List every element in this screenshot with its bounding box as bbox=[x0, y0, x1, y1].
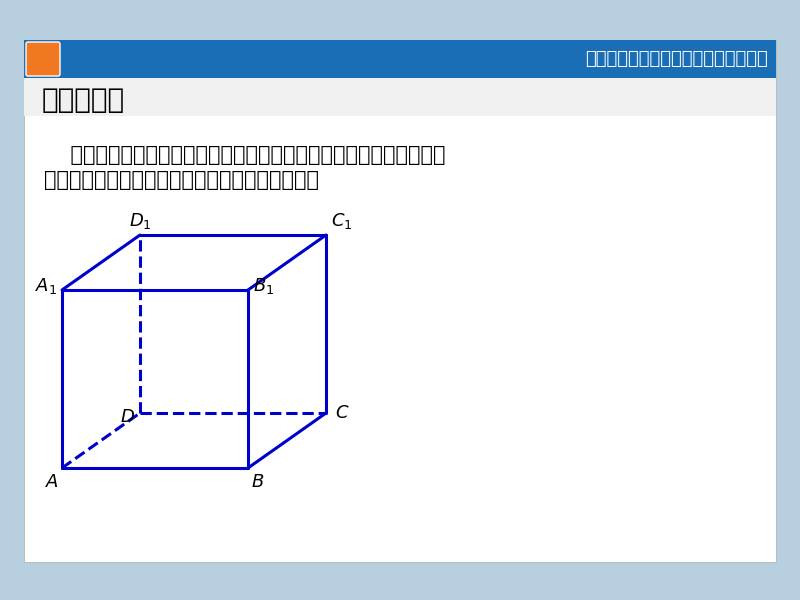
Bar bbox=[24, 78, 776, 116]
Text: $D_1$: $D_1$ bbox=[129, 211, 151, 231]
Text: 凤凰高中数学教学参考书配套教学软件: 凤凰高中数学教学参考书配套教学软件 bbox=[586, 50, 768, 68]
Text: $C$: $C$ bbox=[334, 404, 350, 422]
FancyBboxPatch shape bbox=[26, 42, 60, 76]
Bar bbox=[24, 40, 776, 562]
Text: $A_1$: $A_1$ bbox=[35, 276, 57, 296]
Text: $C_1$: $C_1$ bbox=[331, 211, 353, 231]
Text: $B_1$: $B_1$ bbox=[254, 276, 274, 296]
Text: 在如图所示的长方体中，除了认识的线面平行、线在平面内，是否存: 在如图所示的长方体中，除了认识的线面平行、线在平面内，是否存 bbox=[44, 145, 446, 165]
Text: $B$: $B$ bbox=[251, 473, 265, 491]
Bar bbox=[24, 40, 776, 78]
Text: 在线与垂直呢？如何判定一条直线与平面垂直呢？: 在线与垂直呢？如何判定一条直线与平面垂直呢？ bbox=[44, 170, 319, 190]
Text: 情境问题：: 情境问题： bbox=[42, 86, 125, 114]
Text: $A$: $A$ bbox=[45, 473, 59, 491]
Text: $D$: $D$ bbox=[121, 408, 135, 426]
